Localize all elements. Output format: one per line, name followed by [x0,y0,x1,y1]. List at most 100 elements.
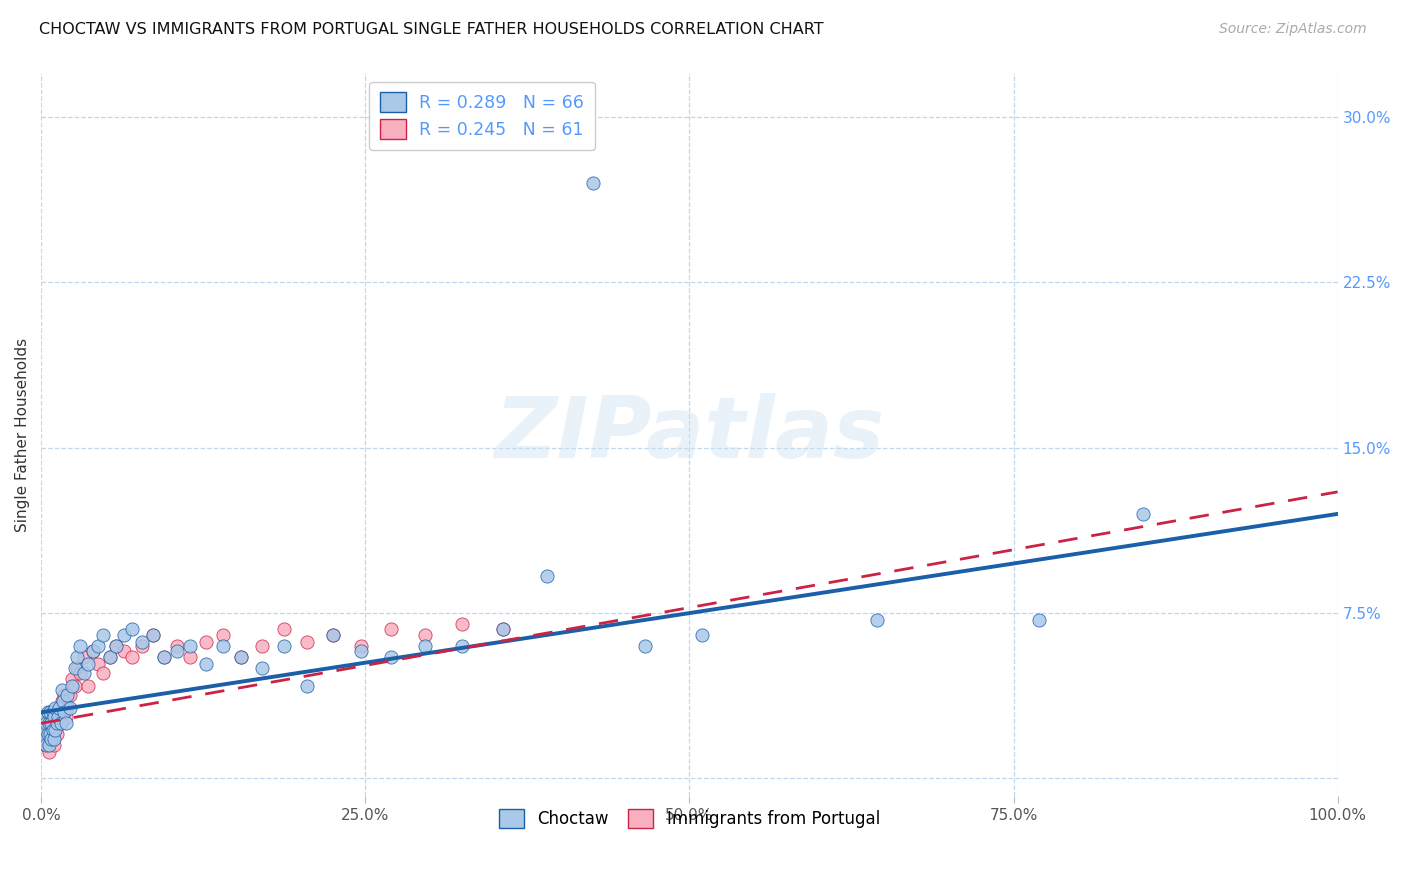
Point [44,701,66,715]
Point [52,694,75,708]
Point [492,622,515,636]
Point [194,634,217,648]
Point [42,723,65,737]
Point [98,650,121,665]
Point [295,679,318,693]
Point [41,731,63,746]
Point [1028,613,1050,627]
Point [66,661,89,675]
Point [45,710,67,724]
Point [53,706,76,720]
Point [105,639,128,653]
Point [39,706,62,720]
Point [59,688,82,702]
Point [34,710,56,724]
Point [39,706,62,720]
Point [82,643,104,657]
Point [32,716,55,731]
Point [60,679,83,693]
Point [42,710,65,724]
Point [536,568,558,582]
Point [692,628,714,642]
Point [37,716,59,731]
Point [413,639,436,653]
Point [56,701,79,715]
Point [42,710,65,724]
Point [60,672,83,686]
Point [451,617,474,632]
Point [73,665,96,680]
Point [179,639,201,653]
Point [51,694,73,708]
Point [166,643,188,657]
Point [32,723,55,737]
Point [63,679,86,693]
Point [39,723,62,737]
Point [250,661,273,675]
Point [93,665,115,680]
Point [98,650,121,665]
Point [69,639,91,653]
Point [322,628,344,642]
Point [112,643,135,657]
Point [55,710,77,724]
Point [153,650,176,665]
Point [295,634,318,648]
Text: ZIPatlas: ZIPatlas [495,393,884,476]
Point [42,739,65,753]
Point [49,716,72,731]
Point [38,716,60,731]
Point [59,701,82,715]
Point [634,639,657,653]
Point [166,639,188,653]
Point [45,716,67,731]
Point [45,727,67,741]
Y-axis label: Single Father Households: Single Father Households [15,337,30,532]
Point [350,643,373,657]
Point [105,639,128,653]
Point [37,727,59,741]
Point [66,650,89,665]
Point [46,710,69,724]
Point [1132,507,1154,521]
Point [37,706,59,720]
Point [42,727,65,741]
Text: CHOCTAW VS IMMIGRANTS FROM PORTUGAL SINGLE FATHER HOUSEHOLDS CORRELATION CHART: CHOCTAW VS IMMIGRANTS FROM PORTUGAL SING… [39,22,824,37]
Point [32,731,55,746]
Point [492,622,515,636]
Point [73,650,96,665]
Point [38,739,60,753]
Point [76,657,98,671]
Point [38,745,60,759]
Point [179,650,201,665]
Point [112,628,135,642]
Point [52,706,75,720]
Point [194,657,217,671]
Point [350,639,373,653]
Point [41,716,63,731]
Point [142,628,165,642]
Point [121,650,143,665]
Point [35,716,58,731]
Point [51,683,73,698]
Point [42,706,65,720]
Point [41,731,63,746]
Point [37,739,59,753]
Point [121,622,143,636]
Point [34,739,56,753]
Legend: Choctaw, Immigrants from Portugal: Choctaw, Immigrants from Portugal [492,802,887,835]
Point [229,650,252,665]
Point [131,634,153,648]
Point [229,650,252,665]
Point [48,706,70,720]
Point [211,639,233,653]
Point [56,688,79,702]
Point [380,650,402,665]
Point [44,706,66,720]
Point [44,716,66,731]
Point [69,665,91,680]
Point [273,622,295,636]
Point [273,639,295,653]
Point [87,639,110,653]
Point [42,723,65,737]
